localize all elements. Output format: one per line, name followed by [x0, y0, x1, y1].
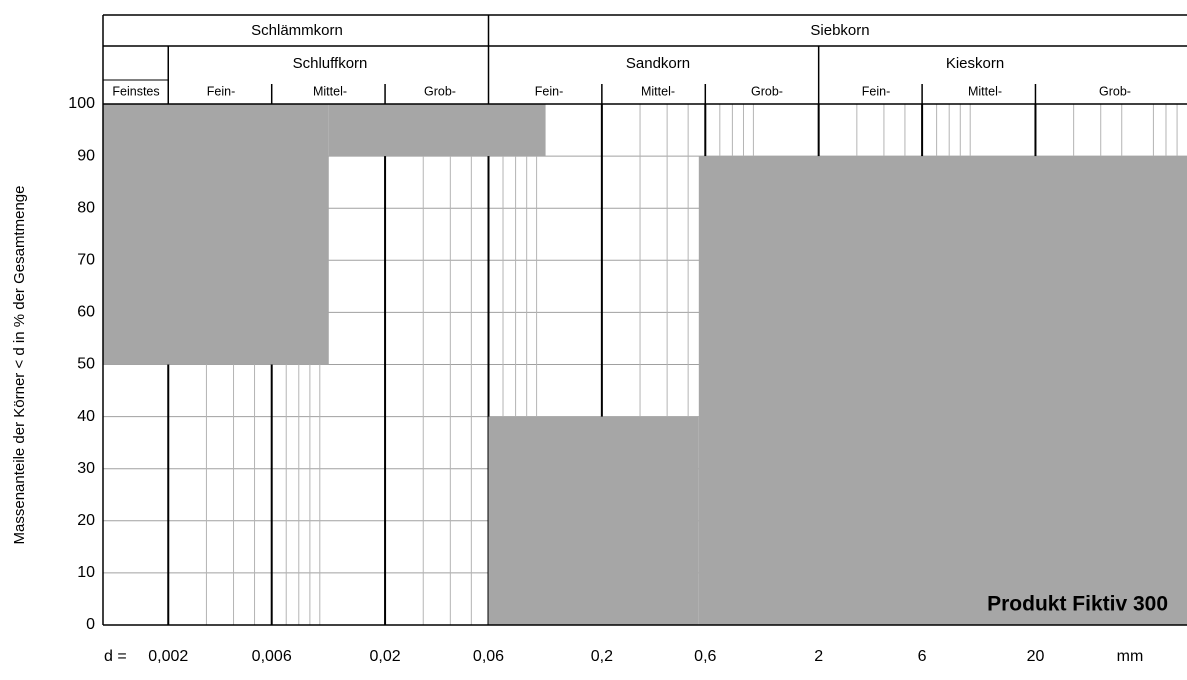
envelope-region	[698, 156, 1187, 625]
header-group: Schlämmkorn	[251, 22, 343, 39]
header-sub: Grob-	[1099, 84, 1131, 98]
y-axis-label: Massenanteile der Körner < d in % der Ge…	[11, 186, 28, 545]
y-tick-label: 80	[77, 199, 95, 216]
y-tick-label: 50	[77, 356, 95, 373]
y-tick-label: 0	[86, 616, 95, 633]
header-group: Siebkorn	[810, 22, 869, 39]
header-sub: Fein-	[207, 84, 235, 98]
header-group: Sandkorn	[626, 55, 690, 72]
x-tick-label: 0,6	[694, 648, 716, 665]
x-tick-label: 0,006	[252, 648, 292, 665]
envelope-region	[328, 104, 546, 157]
x-tick-label: 0,002	[148, 648, 188, 665]
header-sub: Mittel-	[641, 84, 675, 98]
header-sub: Fein-	[862, 84, 890, 98]
y-tick-label: 70	[77, 252, 95, 269]
x-tick-label: 6	[918, 648, 927, 665]
header-sub: Mittel-	[313, 84, 347, 98]
x-prefix: d =	[104, 648, 127, 665]
header-sub: Grob-	[424, 84, 456, 98]
y-tick-label: 40	[77, 408, 95, 425]
envelope-region	[488, 416, 699, 625]
y-tick-label: 20	[77, 512, 95, 529]
header-sub: Feinstes	[112, 84, 159, 98]
y-tick-label: 90	[77, 147, 95, 164]
x-tick-label: 0,2	[591, 648, 613, 665]
header-sub: Mittel-	[968, 84, 1002, 98]
header-sub: Grob-	[751, 84, 783, 98]
frame	[102, 14, 1187, 626]
y-tick-label: 60	[77, 304, 95, 321]
y-tick-label: 10	[77, 564, 95, 581]
y-tick-label: 100	[68, 95, 95, 112]
annotation: Produkt Fiktiv 300	[987, 593, 1168, 616]
envelope	[103, 104, 1187, 625]
envelope-region	[103, 104, 329, 365]
x-tick-label: 2	[814, 648, 823, 665]
x-tick-label: 0,06	[473, 648, 504, 665]
x-unit: mm	[1117, 648, 1144, 665]
header-group: Kieskorn	[946, 55, 1004, 72]
x-tick-label: 20	[1027, 648, 1045, 665]
header-sub: Fein-	[535, 84, 563, 98]
header-group: Schluffkorn	[293, 55, 368, 72]
y-tick-label: 30	[77, 460, 95, 477]
x-tick-label: 0,02	[369, 648, 400, 665]
